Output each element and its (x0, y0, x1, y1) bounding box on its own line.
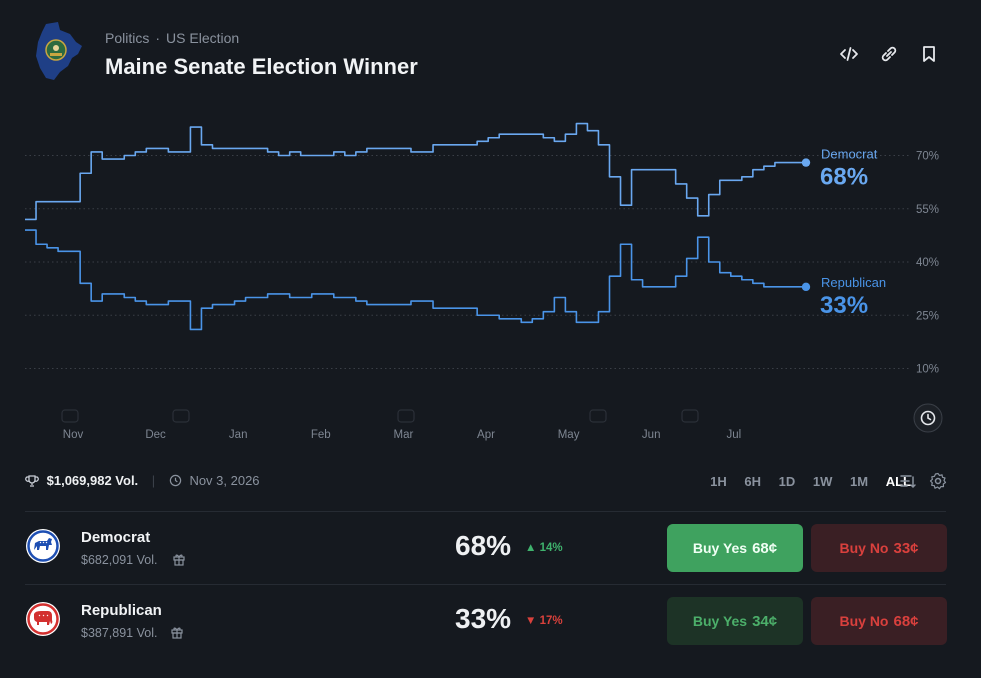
x-tick-label: May (558, 429, 580, 441)
gear-icon[interactable] (929, 472, 947, 490)
y-tick-label: 10% (916, 364, 939, 376)
event-marker[interactable] (61, 409, 79, 423)
event-marker[interactable] (681, 409, 699, 423)
clock-icon (169, 474, 182, 487)
outcome-percent: 33% (455, 603, 512, 634)
change-down: ▼ 17% (525, 615, 563, 627)
y-tick-label: 25% (916, 310, 939, 322)
divider (25, 511, 946, 512)
arrow-down-icon: ▼ (525, 615, 537, 627)
x-tick-label: Jan (229, 429, 248, 441)
buy-no-price: 68¢ (893, 612, 919, 630)
x-tick-label: Nov (63, 429, 84, 441)
event-marker[interactable] (397, 409, 415, 423)
buy-no-label: Buy No (839, 613, 889, 629)
bookmark-icon[interactable] (919, 44, 939, 64)
divider (25, 584, 946, 585)
series-label: Democrat (821, 147, 878, 162)
series-value-label: 33% (820, 292, 868, 319)
series-endpoint (801, 158, 811, 167)
time-range-selector: 1H 6H 1D 1W 1M ALL (696, 474, 911, 489)
outcome-volume: $682,091 Vol. (81, 553, 158, 567)
clock-hand (927, 413, 932, 421)
buy-yes-price: 34¢ (752, 612, 778, 630)
price-chart: 10% 25% 40% 55% 70% Nov Dec Jan Feb Mar Apr May Jun J… (0, 120, 981, 450)
series-endpoint (801, 282, 811, 292)
total-volume: $1,069,982 Vol. (46, 473, 139, 489)
x-tick-label: Mar (393, 429, 413, 441)
outcome-name: Democrat (81, 529, 151, 546)
series-value-label: 68% (820, 164, 868, 191)
buy-no-price: 33¢ (893, 539, 919, 557)
buy-no-label: Buy No (839, 540, 889, 556)
range-6h[interactable]: 6H (744, 474, 762, 489)
buy-yes-label: Buy Yes (692, 540, 748, 556)
sort-icon[interactable] (899, 472, 917, 490)
x-tick-label: Dec (145, 429, 166, 441)
range-1d[interactable]: 1D (778, 474, 796, 489)
outcome-row-democrat: Democrat $682,091 Vol. 68% ▲ 14% Buy Yes… (25, 512, 947, 582)
range-1h[interactable]: 1H (710, 474, 727, 489)
republican-elephant-icon (26, 602, 60, 636)
maine-state-seal-icon (36, 22, 82, 80)
y-tick-label: 40% (916, 257, 939, 269)
page-title: Maine Senate Election Winner (105, 54, 418, 79)
gift-icon[interactable] (170, 625, 184, 639)
clock-icon (920, 410, 936, 426)
y-tick-label: 55% (916, 204, 939, 216)
end-date: Nov 3, 2026 (189, 473, 260, 489)
outcome-percent: 68% (455, 530, 512, 561)
code-icon[interactable] (839, 44, 859, 64)
price-chart-svg: 10% 25% 40% 55% 70% Nov Dec Jan Feb Mar Apr May Jun J… (25, 122, 943, 441)
change-value: 14% (539, 542, 563, 554)
range-1m[interactable]: 1M (850, 474, 869, 489)
change-value: 17% (539, 615, 563, 627)
series-label: Republican (821, 275, 886, 290)
breadcrumb: Politics · US Election (105, 30, 240, 46)
series-line-republican (25, 229, 808, 331)
event-marker[interactable] (589, 409, 607, 423)
x-tick-label: Apr (477, 429, 495, 441)
trophy-icon (25, 474, 39, 487)
outcome-row-republican: Republican $387,891 Vol. 33% ▼ 17% Buy Y… (25, 585, 947, 655)
buy-yes-price: 68¢ (752, 539, 778, 557)
breadcrumb-politics[interactable]: Politics (105, 30, 150, 46)
outcome-name: Republican (81, 602, 162, 619)
democrat-donkey-icon (26, 529, 60, 563)
arrow-up-icon: ▲ (525, 542, 537, 554)
event-marker[interactable] (172, 409, 190, 423)
buy-yes-button[interactable]: Buy Yes 68¢ (667, 524, 803, 572)
buy-yes-button[interactable]: Buy Yes 34¢ (667, 597, 803, 645)
link-icon[interactable] (879, 44, 899, 64)
gift-icon[interactable] (172, 552, 186, 566)
market-stats: $1,069,982 Vol. | Nov 3, 2026 (25, 472, 260, 488)
range-1w[interactable]: 1W (812, 474, 833, 489)
breadcrumb-us-election[interactable]: US Election (166, 30, 240, 46)
x-tick-label: Feb (311, 429, 331, 441)
y-tick-label: 70% (916, 151, 939, 163)
market-header: Politics · US Election Maine Senate Electi… (0, 0, 981, 100)
buy-no-button[interactable]: Buy No 68¢ (811, 597, 947, 645)
series-line-democrat (25, 122, 808, 221)
outcome-volume: $387,891 Vol. (81, 626, 158, 640)
x-tick-label: Jun (642, 429, 661, 441)
buy-no-button[interactable]: Buy No 33¢ (811, 524, 947, 572)
x-tick-label: Jul (726, 429, 741, 441)
buy-yes-label: Buy Yes (692, 613, 748, 629)
change-up: ▲ 14% (525, 542, 563, 554)
